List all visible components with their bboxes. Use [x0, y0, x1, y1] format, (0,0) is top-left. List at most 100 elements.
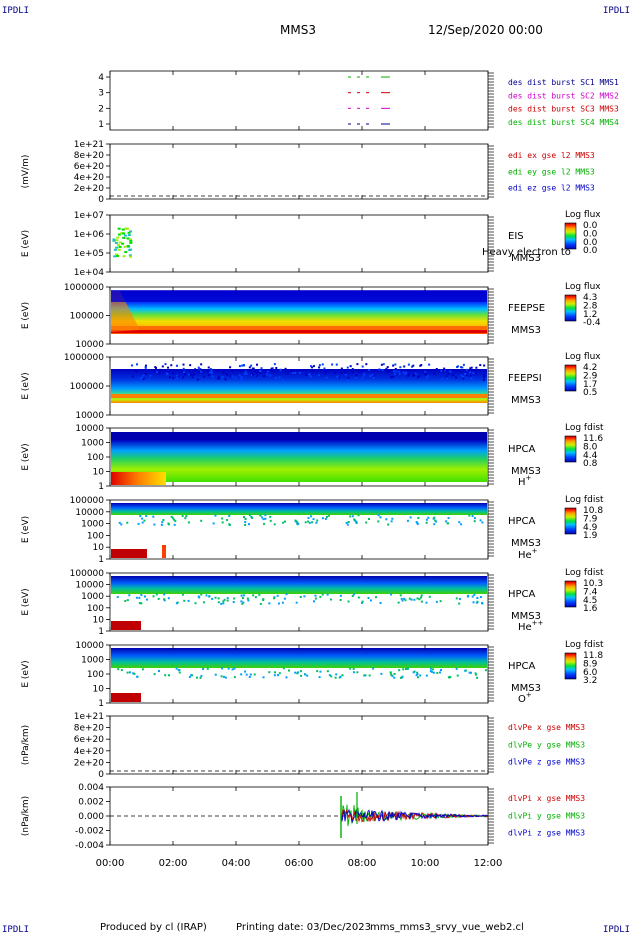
- hpca-speckle: [273, 597, 276, 600]
- hpca-speckle: [126, 521, 129, 524]
- eis-pixel: [122, 255, 126, 258]
- feepsi-noise: [392, 376, 395, 379]
- hpca-speckle: [220, 602, 223, 605]
- eis-pixel: [129, 230, 133, 233]
- feepsi-noise: [453, 369, 456, 372]
- hpca-speckle: [316, 670, 319, 673]
- eis-pixel: [128, 248, 132, 251]
- eis-pixel: [117, 227, 121, 230]
- feepsi-noise: [305, 373, 308, 376]
- hpca-speckle: [157, 597, 160, 600]
- hpca-speckle: [146, 598, 149, 601]
- hpca-speckle: [249, 673, 252, 676]
- hpca-speckle: [446, 522, 449, 525]
- hpca-speckle: [175, 602, 178, 605]
- feepsi-noise: [243, 364, 246, 367]
- colorbar-tick-label: 4.5: [583, 596, 597, 606]
- feepsi-noise: [479, 364, 482, 367]
- hpca-speckle: [276, 674, 279, 677]
- hpca-speckle: [282, 667, 285, 670]
- hpca-speckle: [263, 522, 266, 525]
- hpca-speckle: [124, 599, 127, 602]
- feepsi-noise: [426, 375, 429, 378]
- feepsi-noise: [433, 372, 436, 375]
- y-tick-label: 4e+20: [74, 747, 105, 757]
- feepsi-noise: [361, 365, 364, 368]
- colorbar: [564, 652, 577, 680]
- feepsi-noise: [248, 366, 251, 369]
- feepsi-noise: [407, 374, 410, 377]
- feepsi-noise: [148, 378, 151, 381]
- hpca-speckle: [369, 599, 372, 602]
- corner-label-bottom-left: IPDLI: [2, 925, 29, 934]
- hpca-speckle: [248, 514, 251, 517]
- feepsi-noise: [158, 372, 161, 375]
- hpca-speckle: [281, 601, 284, 604]
- hpca-speckle: [425, 674, 428, 677]
- hpca-speckle: [390, 520, 393, 523]
- colorbar-tick-label: -0.4: [583, 318, 601, 328]
- hpca-speckle: [327, 514, 330, 517]
- hpca-speckle: [352, 667, 355, 670]
- feepsi-noise: [336, 375, 339, 378]
- feepsi-noise: [153, 370, 156, 373]
- hpca-speckle: [228, 523, 231, 526]
- feepsi-noise: [454, 376, 457, 379]
- feepsi-noise: [270, 367, 273, 370]
- feepsi-noise: [234, 376, 237, 379]
- hpca-speckle: [475, 673, 478, 676]
- y-tick-label: 1: [98, 482, 104, 492]
- feepsi-noise: [164, 370, 167, 373]
- hpca-speckle: [311, 521, 314, 524]
- feepsi-noise: [279, 369, 282, 372]
- corner-label-left: IPDLI: [2, 6, 29, 16]
- hpca-speckle: [167, 597, 170, 600]
- hpca-speckle: [357, 514, 360, 517]
- hpca-speckle: [435, 520, 438, 523]
- hpca-speckle: [404, 599, 407, 602]
- instrument-label: HPCA: [508, 661, 536, 672]
- feepsi-noise: [464, 373, 467, 376]
- feepsi-noise: [176, 377, 179, 380]
- hpca-speckle: [416, 676, 419, 679]
- feepsi-noise: [217, 377, 220, 380]
- hpca-speckle: [389, 593, 392, 596]
- colorbar-tick-label: 11.8: [583, 651, 603, 661]
- y-tick-label: 1e+06: [74, 230, 105, 240]
- hpca-speckle: [174, 520, 177, 523]
- hpca-speckle: [173, 518, 176, 521]
- hpca-speckle: [393, 672, 396, 675]
- hpca-speckle: [319, 670, 322, 673]
- hpca-speckle: [226, 597, 229, 600]
- hpca-speckle: [479, 519, 482, 522]
- x-tick-label: 02:00: [159, 858, 188, 869]
- hpca-speckle: [361, 600, 364, 603]
- colorbar-tick-label: 10.3: [583, 579, 603, 589]
- feepsi-noise: [311, 366, 314, 369]
- hpca-speckle: [460, 523, 463, 526]
- y-axis-label: E (eV): [21, 302, 31, 329]
- hpca-speckle: [243, 516, 246, 519]
- eis-pixel: [126, 237, 130, 240]
- hpca-speckle: [307, 516, 310, 519]
- species-label: He++: [518, 619, 544, 633]
- hpca-speckle: [313, 600, 316, 603]
- eis-pixel: [112, 239, 116, 242]
- hpca-speckle: [268, 602, 271, 605]
- hpca-speckle: [273, 523, 276, 526]
- feepsi-noise: [351, 368, 354, 371]
- hpca-h-early-red: [111, 472, 166, 485]
- hpca-speckle: [141, 668, 144, 671]
- hpca-speckle: [117, 668, 120, 671]
- hpca-speckle: [294, 671, 297, 674]
- feepsi-noise: [404, 373, 407, 376]
- footer-printing-date: Printing date: 03/Dec/2023: [236, 922, 371, 933]
- colorbar-tick-label: 3.2: [583, 676, 597, 686]
- y-tick-label: 0.002: [78, 798, 104, 808]
- eis-pixel: [129, 255, 133, 258]
- feepsi-noise: [155, 370, 158, 373]
- hpca-speckle: [221, 667, 224, 670]
- hpca-speckle: [385, 518, 388, 521]
- hpca-speckle: [240, 594, 243, 597]
